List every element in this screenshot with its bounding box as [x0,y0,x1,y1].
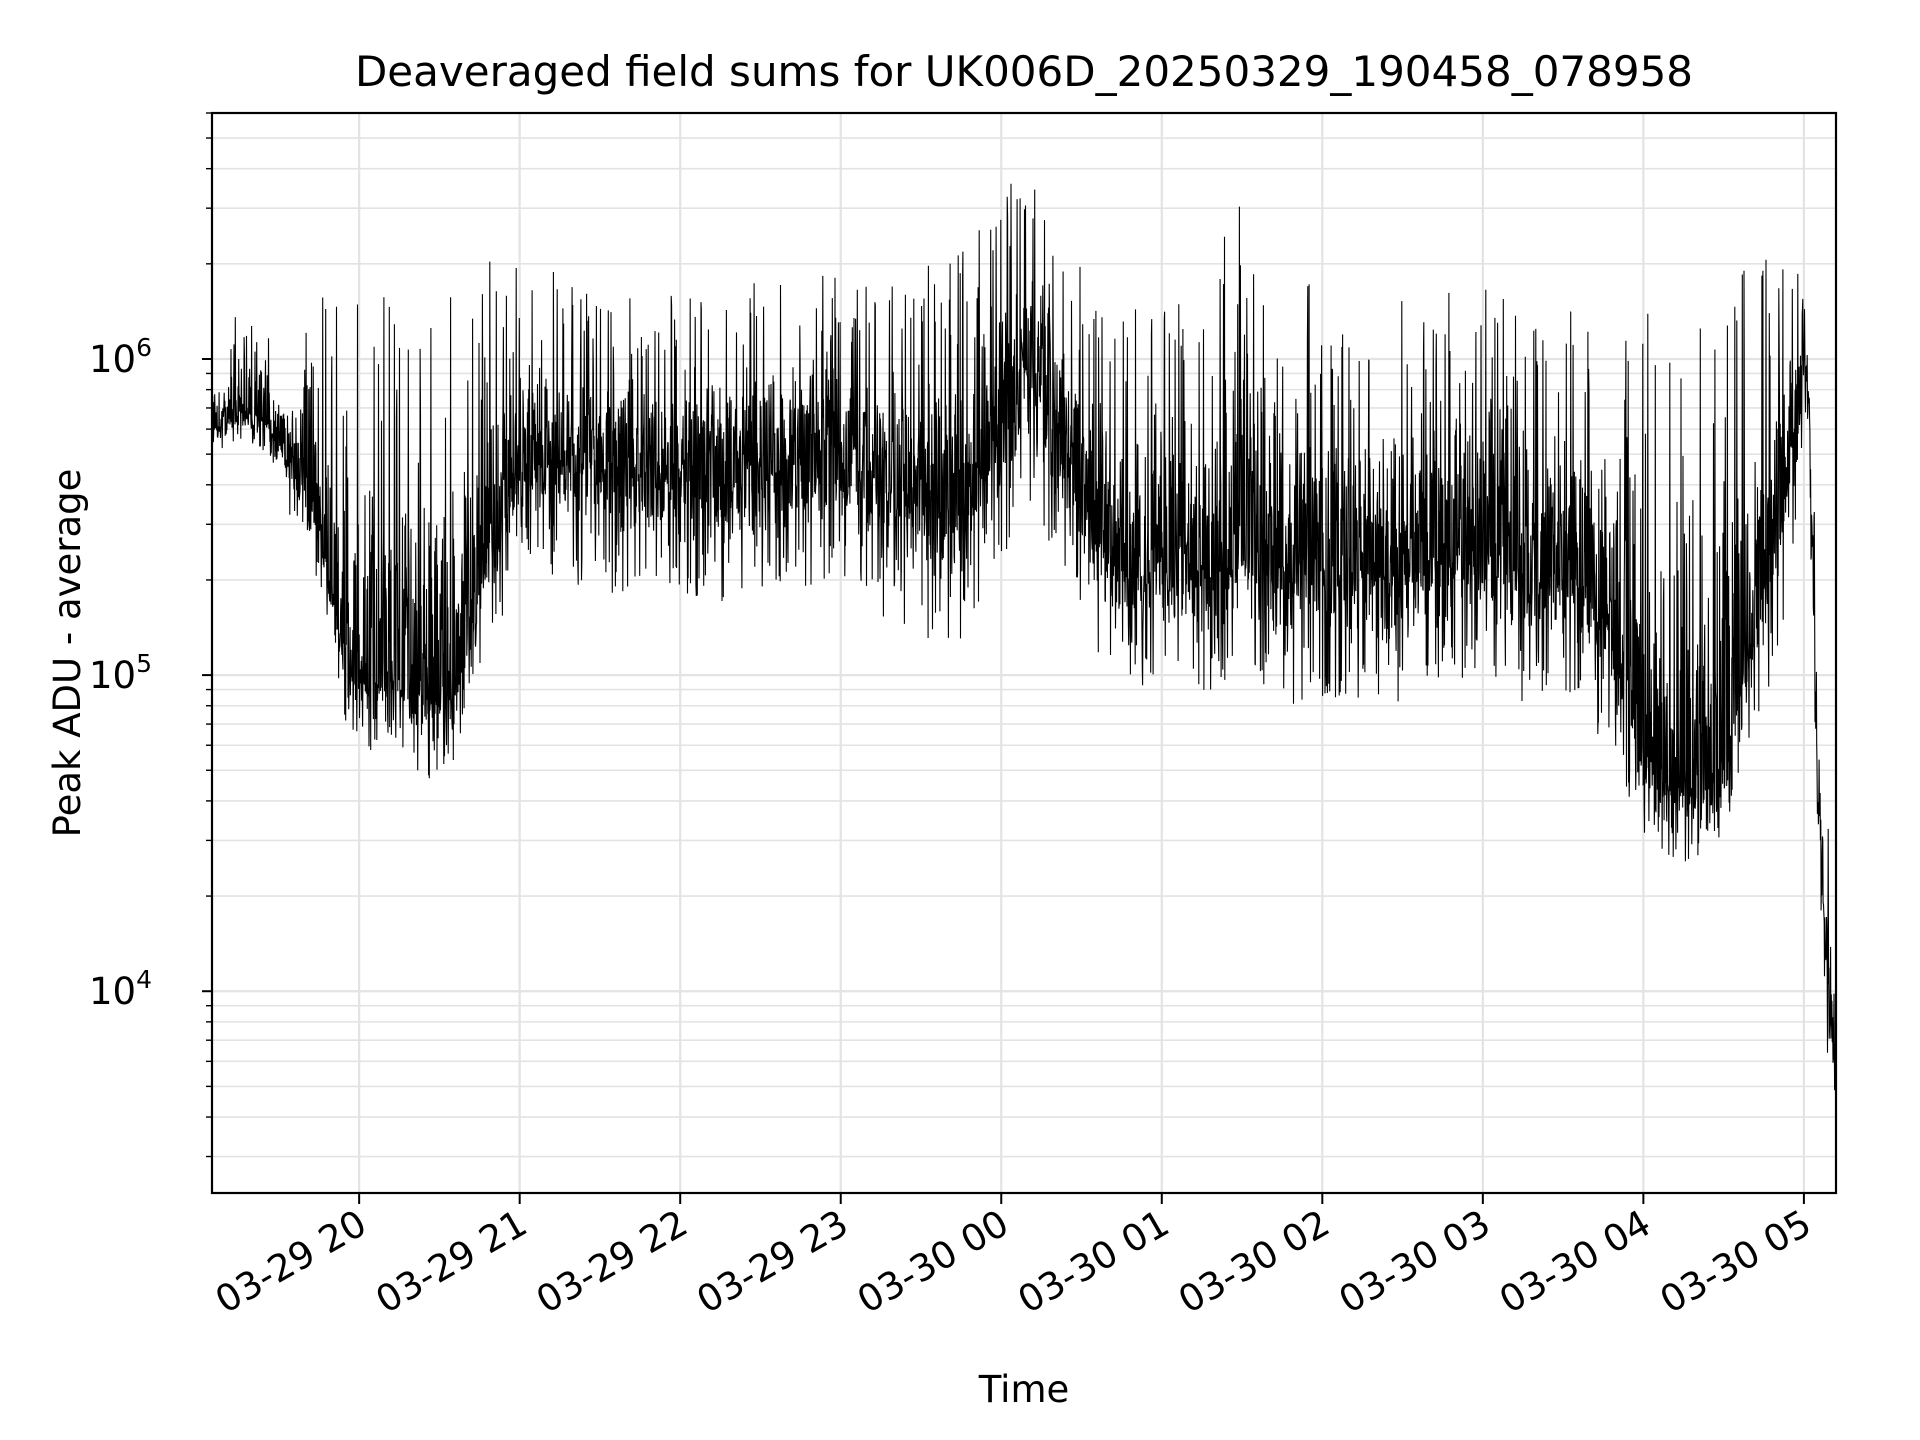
y-tick-base: 10 [89,338,136,381]
y-tick-exponent: 4 [136,965,152,994]
chart-title: Deaveraged field sums for UK006D_2025032… [355,47,1693,96]
y-tick-base: 10 [89,654,136,697]
x-axis-label: Time [978,1368,1070,1411]
y-tick-label: 105 [89,649,152,697]
y-tick-label: 104 [89,965,152,1013]
series-line [211,183,1837,1139]
y-tick-exponent: 6 [136,333,152,362]
y-tick-exponent: 5 [136,649,152,678]
y-tick-label: 106 [89,333,152,381]
grid [212,112,1836,1193]
data-line [211,183,1837,1139]
plot-frame [210,111,1838,1195]
y-tick-base: 10 [89,970,136,1013]
y-axis-label: Peak ADU - average [46,469,89,838]
